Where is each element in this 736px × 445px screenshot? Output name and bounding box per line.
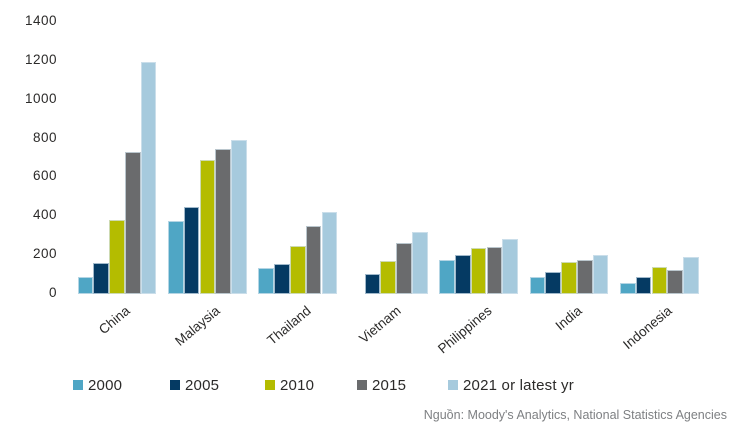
- legend-item: 2021 or latest yr: [448, 376, 574, 394]
- bar-vietnam-2021: [411, 231, 428, 294]
- bar-china-2015: [124, 152, 141, 294]
- legend-label: 2005: [185, 376, 220, 394]
- y-axis-tick-label: 1400: [24, 13, 57, 28]
- bar-india-2010: [561, 261, 577, 294]
- bar-india-2005: [545, 271, 562, 294]
- legend-swatch-icon: [265, 380, 275, 390]
- x-axis-category-label: Indonesia: [620, 303, 676, 353]
- bar-philippines-2005: [454, 255, 471, 294]
- bar-thailand-2005: [274, 263, 290, 294]
- bar-philippines-2000: [439, 260, 455, 294]
- bar-india-2015: [576, 260, 593, 294]
- bar-indonesia-2021: [683, 257, 699, 294]
- legend-item: 2010: [265, 376, 315, 394]
- bar-philippines-2015: [486, 247, 503, 294]
- legend-label: 2015: [372, 376, 407, 394]
- bar-thailand-2015: [305, 226, 322, 294]
- bar-thailand-2000: [258, 267, 275, 294]
- legend-label: 2021 or latest yr: [463, 376, 574, 394]
- bar-malaysia-2005: [183, 206, 200, 294]
- bar-thailand-2021: [321, 212, 338, 294]
- y-axis-tick-label: 200: [32, 246, 57, 262]
- y-axis-tick-label: 600: [32, 168, 57, 184]
- bar-malaysia-2000: [167, 221, 184, 294]
- legend-item: 2005: [170, 376, 220, 394]
- legend-swatch-icon: [73, 380, 83, 390]
- bar-china-2010: [109, 220, 125, 294]
- legend-swatch-icon: [170, 380, 180, 390]
- legend-item: 2000: [73, 376, 123, 394]
- bar-malaysia-2010: [199, 159, 216, 294]
- bar-india-2021: [592, 255, 609, 294]
- bar-vietnam-2010: [380, 260, 397, 294]
- legend-swatch-icon: [357, 380, 367, 390]
- bar-china-2005: [93, 262, 110, 294]
- bar-vietnam-2015: [396, 242, 412, 294]
- bar-indonesia-2010: [651, 266, 668, 294]
- bar-philippines-2010: [470, 248, 487, 294]
- y-axis-tick-label: 1000: [24, 90, 57, 106]
- bar-china-2000: [77, 277, 94, 294]
- source-note: Nguồn: Moody's Analytics, National Stati…: [423, 408, 727, 422]
- legend-label: 2000: [88, 376, 123, 394]
- bar-thailand-2010: [289, 246, 306, 294]
- bar-malaysia-2015: [215, 149, 232, 294]
- y-axis-tick-label: 0: [48, 285, 57, 300]
- y-axis-tick-label: 800: [32, 129, 57, 145]
- y-axis-tick-label: 400: [32, 207, 57, 223]
- bar-indonesia-2000: [619, 283, 636, 294]
- legend-label: 2010: [280, 376, 315, 394]
- legend-item: 2015: [357, 376, 407, 394]
- bar-indonesia-2015: [667, 269, 684, 294]
- y-axis-tick-label: 1200: [24, 51, 57, 67]
- bar-malaysia-2021: [231, 139, 247, 294]
- bar-vietnam-2005: [364, 273, 381, 294]
- bar-china-2021: [140, 61, 157, 294]
- bar-philippines-2021: [502, 238, 519, 294]
- bar-indonesia-2005: [635, 276, 652, 294]
- bar-india-2000: [529, 276, 546, 294]
- legend-swatch-icon: [448, 380, 458, 390]
